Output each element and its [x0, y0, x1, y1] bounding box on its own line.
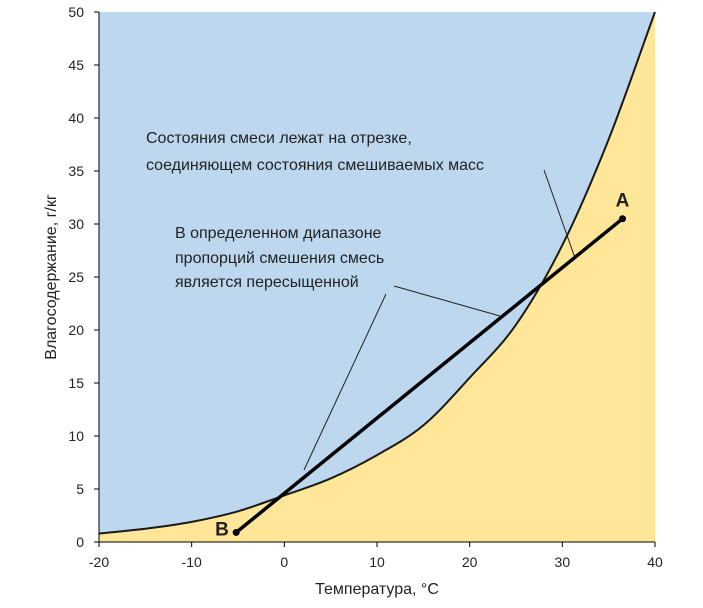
y-tick-label: 10 [68, 428, 84, 444]
y-axis: 0 5 10 15 20 25 30 35 40 45 50 [68, 4, 100, 550]
y-tick-label: 45 [68, 57, 84, 73]
point-a-marker [619, 215, 627, 223]
y-tick-label: 30 [68, 216, 84, 232]
mixing-line [235, 217, 624, 534]
unsaturated-region [99, 12, 655, 542]
x-tick-label: 10 [369, 554, 385, 570]
y-tick-label: 50 [68, 4, 84, 20]
annotation-2-line-3: является пересыщенной [175, 274, 359, 291]
point-b-label: B [215, 519, 229, 540]
point-b-marker [232, 528, 240, 536]
y-tick-label: 0 [76, 534, 84, 550]
x-tick-label: 20 [462, 554, 478, 570]
x-axis-label: Температура, °C [315, 581, 439, 598]
annotation-2-leader-left [303, 293, 387, 471]
annotation-2-line-1: В определенном диапазоне [175, 225, 382, 242]
annotation-2-line-2: пропорций смешения смесь [175, 250, 384, 267]
y-tick-label: 35 [68, 163, 84, 179]
x-tick-label: -20 [89, 554, 109, 570]
annotation-1-line-2: соединяющем состояния смешиваемых масс [146, 157, 484, 174]
y-tick-label: 25 [68, 269, 84, 285]
annotation-2-leader-right [393, 285, 501, 317]
y-tick-label: 40 [68, 110, 84, 126]
x-tick-label: 40 [647, 554, 663, 570]
x-axis: -20 -10 0 10 20 30 40 [89, 541, 663, 570]
saturation-curve [98, 11, 656, 535]
point-a-label: A [616, 191, 630, 212]
x-tick-label: 0 [280, 554, 288, 570]
x-tick-label: -10 [182, 554, 202, 570]
annotation-1-line-1: Состояния смеси лежат на отрезке, [146, 130, 412, 147]
y-tick-label: 15 [68, 375, 84, 391]
y-axis-label: Влагосодержание, г/кг [43, 194, 60, 360]
y-tick-label: 20 [68, 322, 84, 338]
leader-lines [303, 169, 576, 471]
annotation-1-leader [543, 169, 576, 259]
x-tick-label: 30 [555, 554, 571, 570]
y-tick-label: 5 [76, 481, 84, 497]
